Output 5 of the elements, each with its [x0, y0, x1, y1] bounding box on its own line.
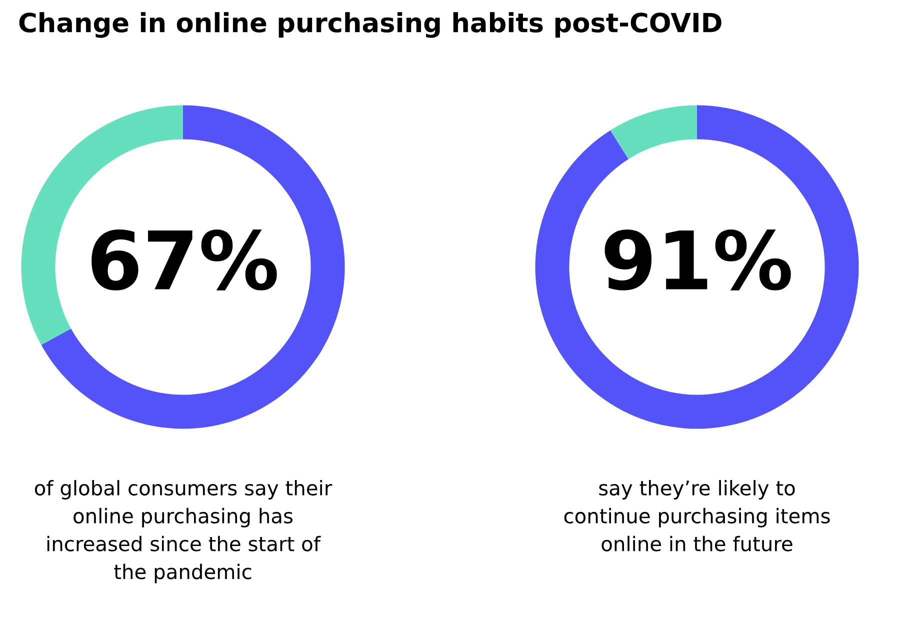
text: of global consumers say their online purchasing has increased since the start of the pandemic — [34, 480, 332, 584]
data-label: 91% — [604, 229, 791, 290]
data-label: 67% — [92, 229, 277, 290]
chart-title: Change in online purchasing habits post-COVID — [19, 12, 722, 38]
text: say they’re likely to continue purchasing items online in the future — [564, 480, 830, 552]
